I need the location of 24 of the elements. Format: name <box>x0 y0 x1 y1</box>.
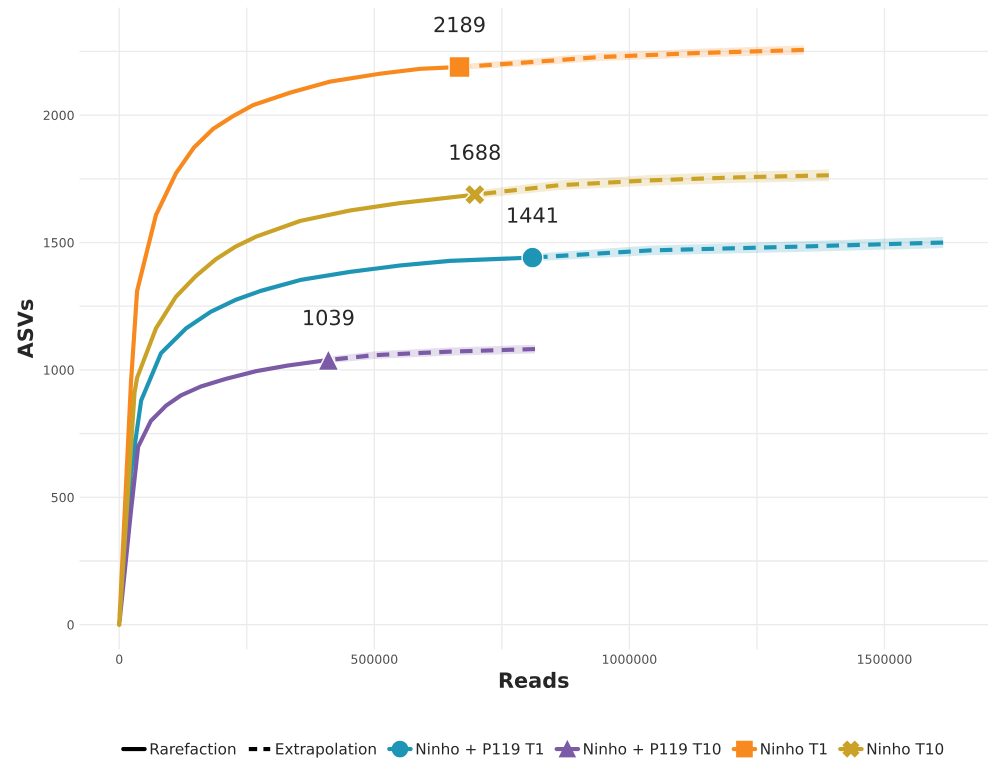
y-tick-label: 2000 <box>44 110 74 120</box>
y-tick-label: 1000 <box>44 365 74 375</box>
x-tick-label: 0 <box>116 654 122 664</box>
legend-label: Ninho + P119 T10 <box>584 742 721 755</box>
annotation: 1688 <box>450 144 500 160</box>
x-tick-label: 1000000 <box>602 654 656 664</box>
legend-label: Ninho T1 <box>761 742 827 755</box>
y-tick-label: 1500 <box>44 238 74 248</box>
text: Rarefaction <box>150 742 236 755</box>
annotation: 2189 <box>434 16 485 32</box>
legend-label: Ninho T10 <box>868 742 944 755</box>
point <box>521 246 544 269</box>
point <box>464 184 486 206</box>
x-tick-label: 500000 <box>351 654 398 664</box>
annotation: 1039 <box>304 310 354 326</box>
legend-label: Ninho + P119 T1 <box>416 742 544 755</box>
x-axis-title: Reads <box>500 672 569 688</box>
y-tick-label: 0 <box>67 620 74 630</box>
point <box>448 56 471 78</box>
y-tick-label: 500 <box>52 492 74 502</box>
text: Extrapolation <box>276 742 376 758</box>
y-axis-title: ASVs <box>17 300 34 358</box>
annotation: 1441 <box>508 207 558 223</box>
x-tick-label: 1500000 <box>858 654 912 664</box>
